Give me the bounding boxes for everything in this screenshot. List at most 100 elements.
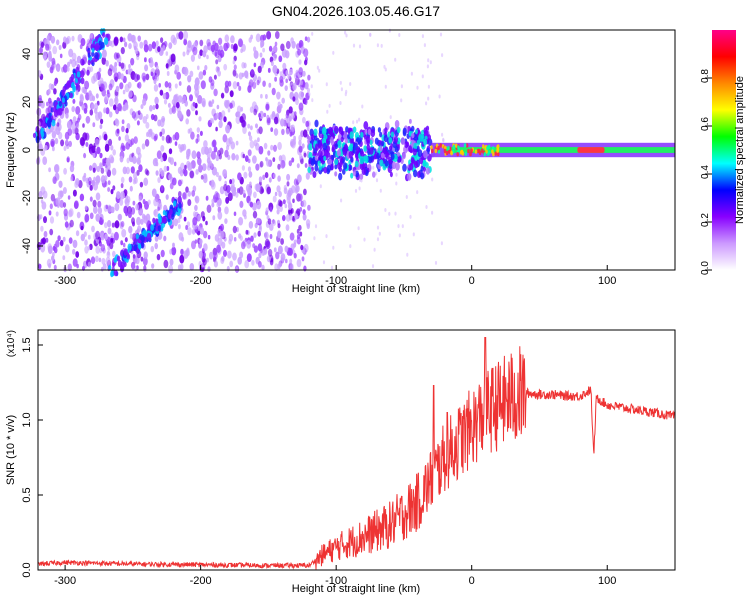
spectrogram-cell [265, 103, 270, 111]
spectrogram-signal-cell [327, 134, 331, 140]
spectrogram-cell [64, 139, 69, 147]
spectrogram-cell [303, 265, 307, 272]
spectrogram-cell [175, 102, 180, 109]
spectrogram-cell [168, 42, 173, 49]
spectrogram-cell [215, 171, 219, 178]
spectrogram-cell [191, 150, 197, 160]
spectrogram-cell [235, 115, 241, 125]
spectrogram-cell [92, 153, 96, 158]
spectrogram-signal-cell [402, 163, 407, 172]
spectrogram-cell [59, 199, 64, 208]
spectrogram-cell [380, 43, 383, 48]
spectrogram-band-cell [108, 264, 112, 271]
spectrogram-signal-cell [339, 156, 344, 163]
spectrogram-cell [277, 101, 281, 107]
spectrogram-cell [236, 81, 240, 87]
spectrogram-cell [262, 80, 266, 87]
spectrogram-band-cell [102, 32, 106, 38]
spectrogram-cell [170, 53, 176, 63]
spectrogram-band-cell [98, 40, 102, 46]
spectrogram-cell [441, 53, 444, 58]
spectrogram-cell [397, 224, 400, 229]
spectrogram-cell [40, 243, 46, 253]
spectrogram-cell [409, 214, 412, 219]
spectrogram-signal-cell [340, 130, 344, 136]
spectrogram-signal-cell [317, 160, 321, 167]
spectrogram-signal-cell [410, 157, 415, 164]
spectrogram-cell [213, 146, 218, 153]
spectrogram-band-cell [80, 77, 85, 85]
spectrogram-cell [208, 160, 213, 167]
spectrogram-cell [135, 256, 140, 265]
spectrogram-band-cell [70, 73, 75, 81]
spectrogram-signal-cell [359, 173, 364, 180]
spectrogram-cell [49, 216, 55, 224]
spectrogram-peak [577, 147, 605, 153]
spectrogram-signal-cell [325, 138, 330, 145]
spectrogram-cell [70, 175, 74, 182]
spectrogram-cell [210, 44, 215, 53]
spectrogram-signal-cell [337, 133, 342, 141]
spectrogram-cell [258, 113, 261, 118]
spectrogram-cell [169, 258, 174, 266]
spectrogram-signal-cell [416, 171, 421, 178]
spectrogram-signal-cell [412, 148, 417, 156]
spectrogram-cell [302, 116, 306, 124]
spectrogram-cell [50, 83, 55, 91]
spectrogram-cell [40, 100, 45, 109]
spectrogram-cell [223, 42, 229, 52]
spectrogram-cell [358, 117, 361, 122]
spectrogram-cell [116, 71, 122, 80]
spectrogram-signal-cell [314, 143, 320, 151]
spectrogram-signal-cell [389, 145, 392, 151]
spectrogram-cell [258, 176, 263, 183]
spectrogram-cell [296, 43, 300, 50]
spectrogram-cell [244, 260, 250, 269]
spectrogram-signal-cell [313, 134, 318, 141]
spectrogram-cell [39, 214, 43, 220]
spectrogram-cell [104, 175, 108, 181]
spectrogram-band-cell [123, 248, 128, 256]
spectrogram-cell [128, 225, 133, 234]
spectrogram-cell [100, 232, 105, 241]
spectrogram-cell [190, 131, 195, 140]
spectrogram-cell [246, 240, 252, 249]
spectrogram-cell [159, 131, 163, 137]
spectrogram-cell [207, 234, 211, 240]
spectrogram-cell [373, 247, 376, 252]
spectrogram-cell [302, 209, 306, 215]
spectrogram-cell [101, 257, 106, 265]
spectrogram-signal-cell [331, 144, 336, 152]
spectrogram-cell [137, 225, 142, 233]
spectrogram-cell [187, 148, 191, 155]
colorbar-tick-label: 0.6 [700, 117, 711, 131]
spectrogram-cell [98, 257, 102, 263]
spectrogram-cell [223, 184, 228, 192]
spectrogram-cell [257, 217, 261, 224]
spectrogram-cell [326, 109, 329, 114]
spectrogram-cell [302, 70, 306, 77]
spectrogram-cell [206, 151, 211, 159]
spectrogram-cell [266, 159, 271, 167]
snr-ytick-label: 0.0 [21, 562, 33, 577]
spectrogram-cell [122, 106, 126, 112]
spectrogram-signal-cell [413, 169, 418, 178]
spectrogram-cell [285, 112, 289, 119]
spectrogram-cell [177, 217, 181, 224]
spectrogram-signal-cell [419, 157, 424, 165]
spectrogram-signal-cell [355, 147, 360, 155]
spectrogram-cell [213, 260, 218, 268]
spectrogram-cell [255, 33, 261, 43]
spectrogram-cell [52, 146, 55, 152]
spectrogram-cell [224, 149, 229, 158]
spectrogram-cell [136, 120, 140, 126]
spectrogram-cell [138, 164, 143, 173]
spectrogram-cell [265, 94, 268, 99]
spectrogram-xtick-label: -100 [325, 275, 347, 287]
spectrogram-cell [47, 243, 52, 252]
spectrogram-cell [242, 153, 246, 159]
spectrogram-cell [119, 36, 124, 43]
spectrogram-cell [224, 206, 229, 215]
spectrogram-cell [262, 47, 265, 53]
spectrogram-cell [133, 45, 137, 51]
